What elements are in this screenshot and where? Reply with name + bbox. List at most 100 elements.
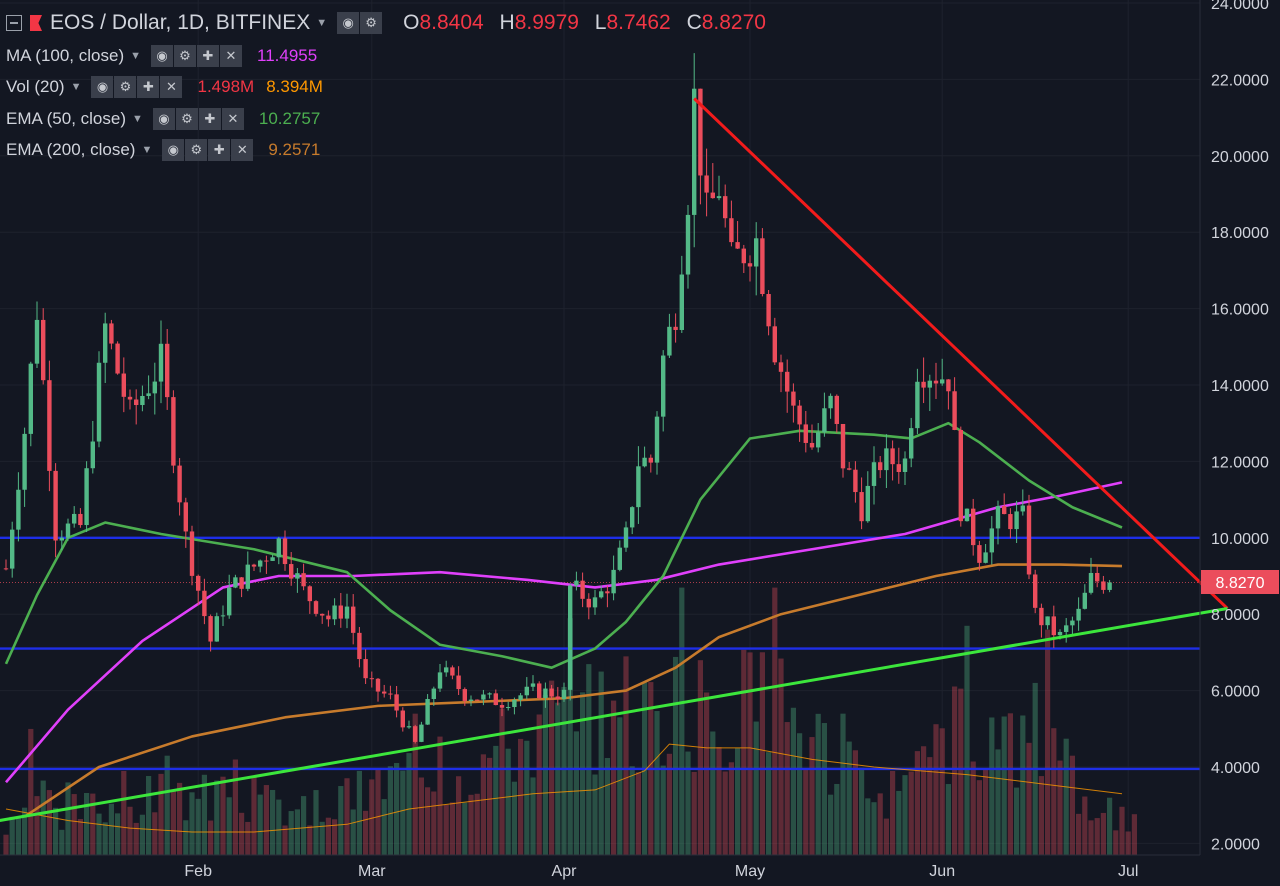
candle-body <box>1020 505 1025 512</box>
volume-bar <box>350 809 356 855</box>
volume-bar <box>226 797 232 855</box>
volume-bar <box>852 750 858 855</box>
volume-bar <box>629 766 635 855</box>
volume-bar <box>1014 787 1020 855</box>
candle-body <box>729 218 734 243</box>
volume-bar <box>660 765 666 855</box>
candle-body <box>710 192 715 199</box>
candle-body <box>270 557 275 561</box>
volume-bar <box>387 766 393 855</box>
candle-body <box>543 688 548 698</box>
collapse-legend-icon[interactable] <box>6 15 22 31</box>
indicator-label[interactable]: Vol (20) <box>6 77 65 97</box>
candle-body <box>375 678 381 692</box>
volume-bar <box>778 658 784 855</box>
candle-body <box>369 678 374 680</box>
time-axis: Feb Mar Apr May Jun Jul <box>184 863 1138 880</box>
candle-body <box>847 468 852 470</box>
indicator-label[interactable]: EMA (50, close) <box>6 108 126 128</box>
candle-body <box>28 363 33 434</box>
volume-bar <box>270 789 276 855</box>
ohlc-values: O8.8404 H8.9979 L8.7462 C8.8270 <box>403 11 766 34</box>
volume-bar <box>797 733 803 855</box>
indicator-label[interactable]: EMA (200, close) <box>6 140 136 160</box>
candle-body <box>940 379 945 384</box>
volume-bar <box>945 784 951 855</box>
plus-icon[interactable]: ✚ <box>198 107 221 130</box>
close-icon[interactable]: ✕ <box>220 44 242 67</box>
candle-body <box>431 688 436 699</box>
candle-body <box>1039 607 1044 626</box>
candle-body <box>115 343 120 374</box>
volume-bar <box>995 749 1001 855</box>
eye-icon[interactable]: ◉ <box>337 12 360 34</box>
indicator-label[interactable]: MA (100, close) <box>6 45 125 65</box>
eye-icon[interactable]: ◉ <box>151 44 173 67</box>
volume-bar <box>462 802 468 855</box>
candle-body <box>245 564 250 589</box>
volume-bar <box>989 717 995 855</box>
volume-bar <box>239 812 245 855</box>
symbol-title[interactable]: EOS / Dollar, 1D, BITFINEX <box>50 11 311 34</box>
candle-body <box>220 615 226 617</box>
volume-bar <box>964 625 970 855</box>
volume-bar <box>431 791 437 855</box>
candle-body <box>1064 625 1069 632</box>
candle-body <box>574 580 579 586</box>
plus-icon[interactable]: ✚ <box>208 139 231 162</box>
candle-body <box>307 586 312 602</box>
chart-grid <box>0 0 1200 855</box>
chevron-down-icon[interactable]: ▼ <box>70 81 82 94</box>
volume-bar <box>840 713 846 855</box>
candle-body <box>636 466 641 508</box>
candle-body <box>152 381 157 394</box>
candle-body <box>673 326 678 330</box>
chevron-down-icon[interactable]: ▼ <box>316 17 328 29</box>
volume-bar <box>586 664 592 855</box>
candle-body <box>1076 608 1081 621</box>
candle-body <box>468 699 474 701</box>
gear-icon[interactable]: ⚙ <box>174 44 196 67</box>
volume-bar <box>1069 755 1075 855</box>
candle-body <box>282 538 288 565</box>
candle-body <box>127 396 133 400</box>
candle-body <box>865 485 870 522</box>
volume-bar <box>412 713 418 855</box>
volume-bar <box>1094 818 1100 855</box>
candle-body <box>109 323 114 344</box>
plus-icon[interactable]: ✚ <box>137 76 160 99</box>
volume-bar <box>902 775 908 855</box>
volume-bar <box>449 802 455 855</box>
eye-icon[interactable]: ◉ <box>91 76 114 99</box>
close-icon[interactable]: ✕ <box>160 76 183 99</box>
candle-body <box>754 238 759 267</box>
chevron-down-icon[interactable]: ▼ <box>130 49 141 62</box>
volume-bar <box>573 731 579 855</box>
plus-icon[interactable]: ✚ <box>197 44 219 67</box>
volume-bar <box>1082 796 1088 855</box>
candle-body <box>648 457 653 463</box>
candle-body <box>462 689 467 701</box>
candle-body <box>214 616 219 642</box>
candle-body <box>958 429 963 522</box>
candle-body <box>16 489 21 530</box>
flag-icon[interactable] <box>30 15 42 31</box>
close-icon[interactable]: ✕ <box>231 139 254 162</box>
candle-body <box>586 598 591 608</box>
candle-body <box>871 462 877 486</box>
volume-bar <box>325 817 331 855</box>
candle-body <box>59 537 64 541</box>
indicator-line <box>5 743 1123 833</box>
gear-icon[interactable]: ⚙ <box>360 12 383 34</box>
gear-icon[interactable]: ⚙ <box>114 76 137 99</box>
gear-icon[interactable]: ⚙ <box>175 107 198 130</box>
volume-bar <box>921 746 927 855</box>
eye-icon[interactable]: ◉ <box>162 139 185 162</box>
chevron-down-icon[interactable]: ▼ <box>141 144 153 157</box>
gear-icon[interactable]: ⚙ <box>185 139 208 162</box>
eye-icon[interactable]: ◉ <box>152 107 175 130</box>
volume-bar <box>40 780 46 855</box>
candle-body <box>723 196 728 219</box>
chevron-down-icon[interactable]: ▼ <box>132 112 143 125</box>
close-icon[interactable]: ✕ <box>221 107 244 130</box>
